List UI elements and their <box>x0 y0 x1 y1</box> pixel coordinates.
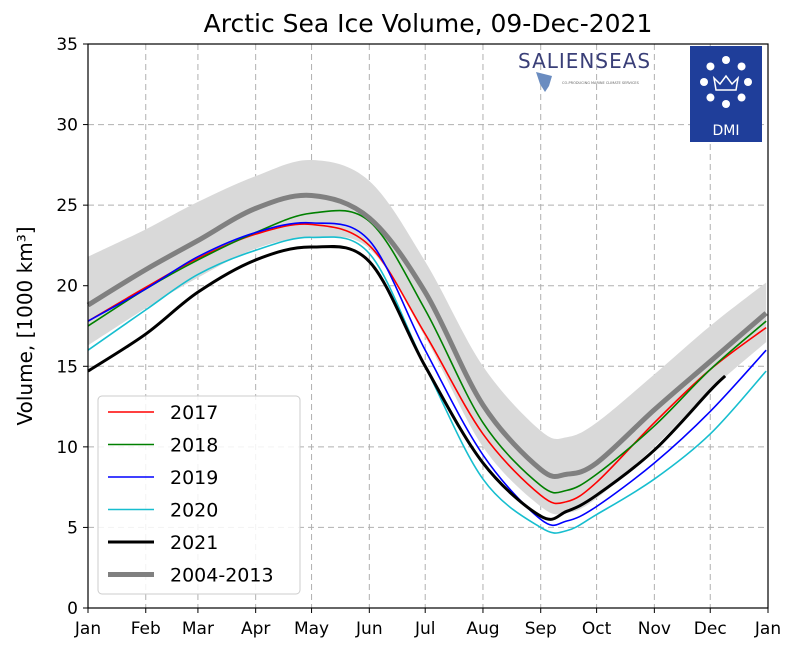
y-tick-label: 25 <box>56 196 78 216</box>
dmi-dot <box>706 93 715 102</box>
legend-label-2017: 2017 <box>170 402 218 424</box>
x-tick-label: Mar <box>182 619 214 639</box>
legend-label-2004-2013: 2004-2013 <box>170 565 274 587</box>
x-tick-label: May <box>294 619 329 639</box>
chart-title: Arctic Sea Ice Volume, 09-Dec-2021 <box>204 9 653 38</box>
dmi-logo: DMI <box>690 46 762 142</box>
dmi-dot <box>722 56 730 64</box>
iceberg-icon <box>536 72 552 92</box>
y-tick-label: 30 <box>56 116 78 136</box>
plot-frame <box>87 43 769 609</box>
salienseas-logo-text: SALIENSEAS <box>518 49 651 73</box>
y-axis-label: Volume, [1000 km³] <box>13 226 37 425</box>
legend-box <box>97 395 301 595</box>
series-line-2019 <box>87 221 767 527</box>
dmi-logo-text: DMI <box>713 123 740 139</box>
series-line-2020 <box>87 236 767 534</box>
x-tick-label: Jan <box>754 619 781 639</box>
x-tick-label: Aug <box>466 619 499 639</box>
y-tick-label: 0 <box>67 599 78 619</box>
dmi-dot <box>744 78 752 86</box>
legend-label-2018: 2018 <box>170 435 218 457</box>
dmi-dot <box>737 62 746 71</box>
series-line-2004-2013 <box>86 192 768 480</box>
x-tick-label: Apr <box>241 619 270 639</box>
series-line-2021 <box>87 245 727 521</box>
y-tick-label: 5 <box>67 518 78 538</box>
x-tick-label: Nov <box>638 619 671 639</box>
x-tick-label: Feb <box>131 619 161 639</box>
dmi-dot <box>737 93 746 102</box>
x-tick-label: Dec <box>694 619 727 639</box>
x-tick-label: Jun <box>355 619 383 639</box>
x-tick-label: Jul <box>414 619 436 639</box>
x-tick-label: Oct <box>582 619 612 639</box>
dmi-dot <box>706 62 715 71</box>
dmi-crown-icon <box>700 56 752 108</box>
legend-label-2019: 2019 <box>170 467 218 489</box>
dmi-dot <box>700 78 708 86</box>
x-tick-label: Sep <box>525 619 557 639</box>
series-line-2018 <box>87 209 767 494</box>
salienseas-logo: SALIENSEAS CO-PRODUCING MARINE CLIMATE S… <box>518 49 651 92</box>
dmi-dot <box>722 100 730 108</box>
legend: 2017 2018 2019 2020 2021 2004-2013 <box>97 395 301 595</box>
y-tick-label: 10 <box>56 438 78 458</box>
legend-label-2020: 2020 <box>170 500 218 522</box>
series-layer <box>86 192 768 534</box>
y-tick-label: 35 <box>56 35 78 55</box>
series-line-2017 <box>87 223 767 505</box>
x-tick-label: Jan <box>74 619 101 639</box>
crown-shape <box>712 74 740 91</box>
y-tick-label: 15 <box>56 357 78 377</box>
salienseas-tagline: CO-PRODUCING MARINE CLIMATE SERVICES <box>562 81 640 85</box>
y-tick-label: 20 <box>56 277 78 297</box>
axis-ticks: Jan Feb Mar Apr May Jun Jul Aug Sep Oct Nov Dec Jan0… <box>56 35 781 639</box>
legend-label-2021: 2021 <box>170 532 218 554</box>
